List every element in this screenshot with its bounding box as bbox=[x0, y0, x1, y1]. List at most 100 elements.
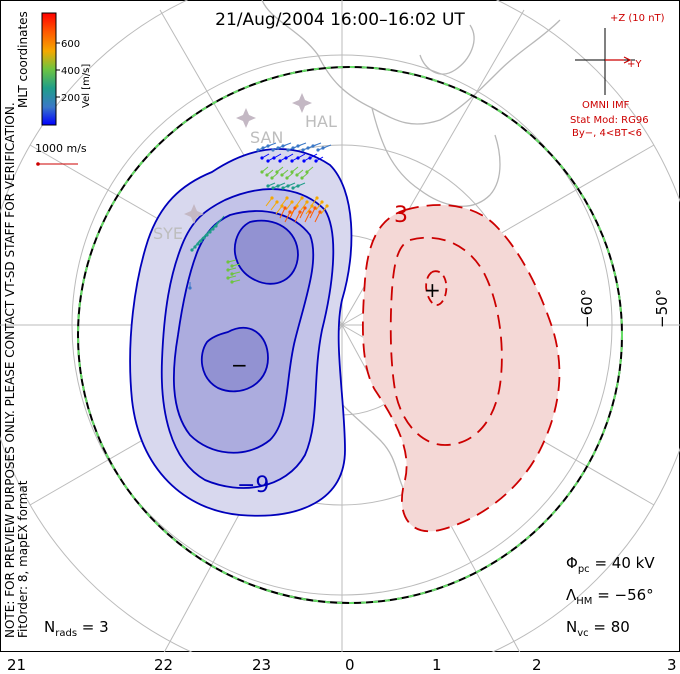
station-hal-marker bbox=[292, 93, 312, 113]
velocity-vector-origin bbox=[202, 236, 206, 240]
mlt-tick-3: 3 bbox=[667, 656, 677, 674]
stat-model-condition: By−, 4<BT<6 bbox=[572, 128, 642, 139]
velocity-vector-origin bbox=[271, 186, 275, 190]
velocity-vector-origin bbox=[300, 196, 304, 200]
velocity-vector-origin bbox=[291, 186, 295, 190]
velocity-vector-origin bbox=[318, 210, 322, 214]
imf-bz-label: +Z (10 nT) bbox=[610, 13, 665, 24]
velocity-vector-origin bbox=[298, 210, 302, 214]
colorbar-label: Vel [m/s] bbox=[81, 64, 92, 108]
lat-label-50: −50° bbox=[653, 289, 671, 328]
fit-order-note: FitOrder: 8, mapEX format bbox=[16, 480, 30, 638]
velocity-vector bbox=[279, 207, 286, 219]
velocity-vector-origin bbox=[314, 159, 318, 163]
negative-cell bbox=[129, 148, 353, 517]
velocity-vector bbox=[275, 205, 283, 215]
velocity-vector bbox=[280, 197, 288, 207]
velocity-vector-origin bbox=[308, 156, 312, 160]
velocity-vector bbox=[285, 201, 293, 211]
velocity-vector-origin bbox=[286, 184, 290, 188]
velocity-vector-origin bbox=[226, 268, 230, 272]
velocity-vector-origin bbox=[303, 206, 307, 210]
velocity-vector-origin bbox=[270, 176, 274, 180]
velocity-vector-origin bbox=[283, 206, 287, 210]
velocity-vector-origin bbox=[260, 156, 264, 160]
velocity-vector-origin bbox=[280, 173, 284, 177]
velocity-vector-origin bbox=[308, 210, 312, 214]
velocity-vector-origin bbox=[313, 206, 317, 210]
velocity-vector-origin bbox=[305, 200, 309, 204]
velocity-vector-origin bbox=[272, 156, 276, 160]
velocity-vector bbox=[265, 197, 273, 207]
mlt-tick-1: 1 bbox=[432, 656, 442, 674]
phi-pc-stat: Φpc = 40 kV bbox=[566, 554, 655, 575]
velocity-vector-origin bbox=[325, 204, 329, 208]
velocity-vector-origin bbox=[188, 286, 192, 290]
velocity-vector-origin bbox=[260, 170, 264, 174]
velocity-vector-origin bbox=[315, 196, 319, 200]
velocity-vector bbox=[289, 207, 296, 219]
stats-panel: Φpc = 40 kV ΛHM = −56° Nvc = 80 Nrads = … bbox=[44, 554, 655, 639]
velocity-colorbar: 600 400 200 Vel [m/s] bbox=[41, 12, 92, 126]
colorbar-tick-600: 600 bbox=[61, 39, 80, 50]
coord-label: MLT coordinates bbox=[16, 11, 30, 108]
velocity-vector-origin bbox=[296, 156, 300, 160]
colorbar-tick-400: 400 bbox=[61, 66, 80, 77]
velocity-vector-origin bbox=[293, 206, 297, 210]
velocity-vector bbox=[295, 197, 303, 207]
velocity-vector-origin bbox=[266, 184, 270, 188]
velocity-vector bbox=[315, 201, 323, 211]
potential-min-marker: − bbox=[231, 353, 248, 377]
velocity-vector-origin bbox=[226, 260, 230, 264]
velocity-vector-origin bbox=[190, 248, 194, 252]
velocity-vector-origin bbox=[285, 196, 289, 200]
velocity-vector-origin bbox=[295, 173, 299, 177]
velocity-vector-origin bbox=[301, 148, 305, 152]
velocity-vector-origin bbox=[290, 200, 294, 204]
velocity-vector-origin bbox=[290, 170, 294, 174]
reference-vector: 1000 m/s bbox=[35, 142, 87, 166]
lambda-hm-stat: ΛHM = −56° bbox=[566, 586, 654, 607]
station-sye-label: SYE bbox=[153, 224, 183, 243]
velocity-vector bbox=[300, 201, 308, 211]
imf-panel: +Z (10 nT) +Y OMNI IMF Stat Mod: RG96 By… bbox=[570, 13, 665, 139]
velocity-vector-origin bbox=[261, 146, 265, 150]
velocity-vector-origin bbox=[300, 176, 304, 180]
imf-source: OMNI IMF bbox=[582, 100, 630, 111]
lat-label-60: −60° bbox=[578, 289, 596, 328]
velocity-vector bbox=[320, 205, 328, 215]
velocity-vector-origin bbox=[321, 146, 325, 150]
velocity-vector-origin bbox=[306, 146, 310, 150]
colorbar-tick-200: 200 bbox=[61, 93, 80, 104]
velocity-vector-origin bbox=[265, 173, 269, 177]
velocity-vector-origin bbox=[270, 196, 274, 200]
velocity-vector-origin bbox=[205, 233, 209, 237]
velocity-vector-origin bbox=[281, 144, 285, 148]
velocity-vector-origin bbox=[285, 176, 289, 180]
velocity-vector-origin bbox=[275, 170, 279, 174]
velocity-vector-origin bbox=[284, 156, 288, 160]
plot-title: 21/Aug/2004 16:00–16:02 UT bbox=[215, 10, 465, 30]
velocity-vector-origin bbox=[230, 264, 234, 268]
velocity-vector bbox=[305, 205, 313, 215]
mlt-tick-21: 21 bbox=[7, 656, 26, 674]
velocity-vector-origin bbox=[208, 230, 212, 234]
preview-note: NOTE: FOR PREVIEW PURPOSES ONLY. PLEASE … bbox=[3, 102, 17, 638]
velocity-vector bbox=[309, 207, 316, 219]
velocity-vector-origin bbox=[211, 227, 215, 231]
velocity-vector-origin bbox=[316, 148, 320, 152]
velocity-vector-origin bbox=[266, 144, 270, 148]
imf-by-label: +Y bbox=[627, 59, 642, 70]
velocity-vector-origin bbox=[290, 159, 294, 163]
velocity-vector bbox=[304, 211, 311, 223]
station-san-marker bbox=[236, 108, 256, 128]
hm-boundary bbox=[77, 66, 623, 604]
mlt-tick-22: 22 bbox=[154, 656, 173, 674]
velocity-vector-origin bbox=[230, 272, 234, 276]
velocity-vector-origin bbox=[266, 159, 270, 163]
velocity-vector-origin bbox=[305, 170, 309, 174]
positive-cell bbox=[361, 204, 561, 533]
mlt-axis: 21 22 23 0 1 2 3 bbox=[7, 656, 677, 674]
velocity-vector-origin bbox=[286, 148, 290, 152]
velocity-vector-origin bbox=[288, 210, 292, 214]
